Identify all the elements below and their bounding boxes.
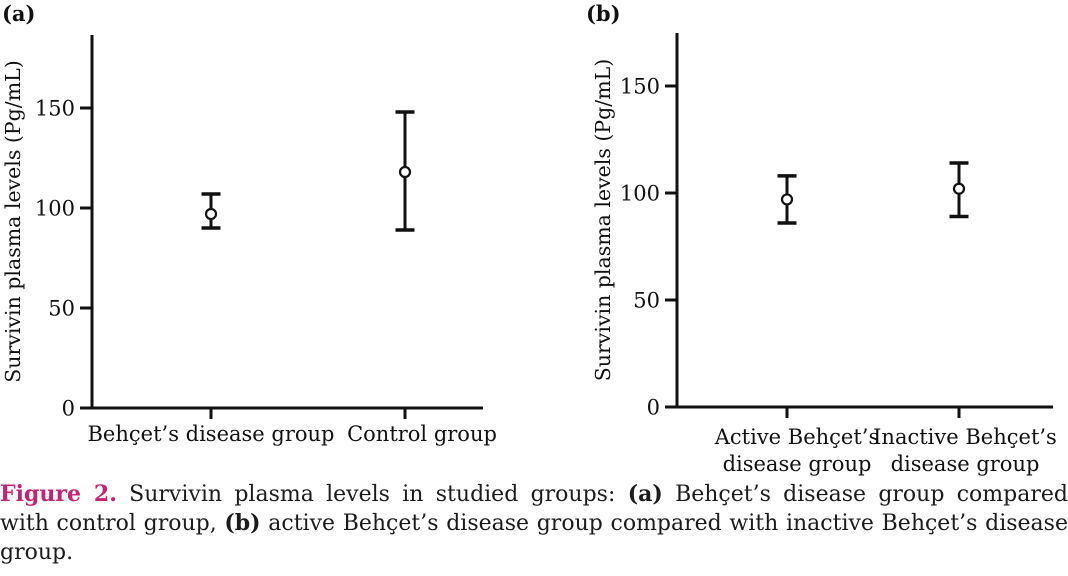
y-tick-label: 50: [633, 289, 660, 313]
caption-text-segment: Survivin plasma levels in studied groups…: [116, 482, 628, 507]
caption-text-segment: Behçet’s disease group compared: [662, 482, 1068, 507]
error-bar: [949, 161, 969, 219]
caption-line-2: with control group, (b) active Behçet’s …: [0, 509, 1068, 538]
y-tick-label: 100: [620, 182, 660, 206]
x-category-label: Inactive Behçet’s: [873, 425, 1057, 449]
x-category-label: Active Behçet’s: [714, 425, 880, 449]
caption-panel-ref-b: (b): [224, 510, 261, 536]
y-tick-label: 50: [48, 297, 75, 321]
caption-line-3: group.: [0, 540, 74, 565]
error-bar: [777, 174, 797, 225]
x-category-label: disease group: [723, 452, 872, 476]
panel-letter-a: (a): [2, 1, 35, 26]
caption-line-1: Figure 2. Survivin plasma levels in stud…: [0, 480, 1068, 509]
y-tick-label: 100: [35, 197, 75, 221]
caption-text-segment: active Behçet’s disease group compared w…: [260, 511, 1068, 536]
mean-marker: [204, 207, 218, 221]
error-bar: [395, 110, 415, 232]
y-tick-label: 0: [647, 396, 660, 420]
x-category-label: Behçet’s disease group: [88, 422, 335, 446]
y-axis-title: Survivin plasma levels (Pg/mL): [1, 60, 25, 383]
mean-marker: [398, 165, 412, 179]
mean-marker: [780, 193, 794, 206]
y-axis-title: Survivin plasma levels (Pg/mL): [591, 59, 615, 382]
x-category-label: disease group: [891, 452, 1040, 476]
y-tick-label: 150: [35, 97, 75, 121]
y-tick-label: 0: [62, 397, 75, 421]
figure-caption: Figure 2. Survivin plasma levels in stud…: [0, 480, 1068, 567]
caption-text-segment: with control group,: [0, 511, 225, 536]
x-category-label: Control group: [347, 422, 497, 446]
y-tick-label: 150: [620, 75, 660, 99]
caption-panel-ref-a: (a): [627, 481, 663, 507]
error-bar: [201, 192, 221, 230]
panel-letter-b: (b): [586, 1, 621, 26]
panel-a: (a) 0 50 100 150 Survivin plasma levels (Pg/m…: [1, 1, 497, 446]
mean-marker: [952, 182, 966, 195]
figure-number-label: Figure 2.: [0, 481, 117, 507]
